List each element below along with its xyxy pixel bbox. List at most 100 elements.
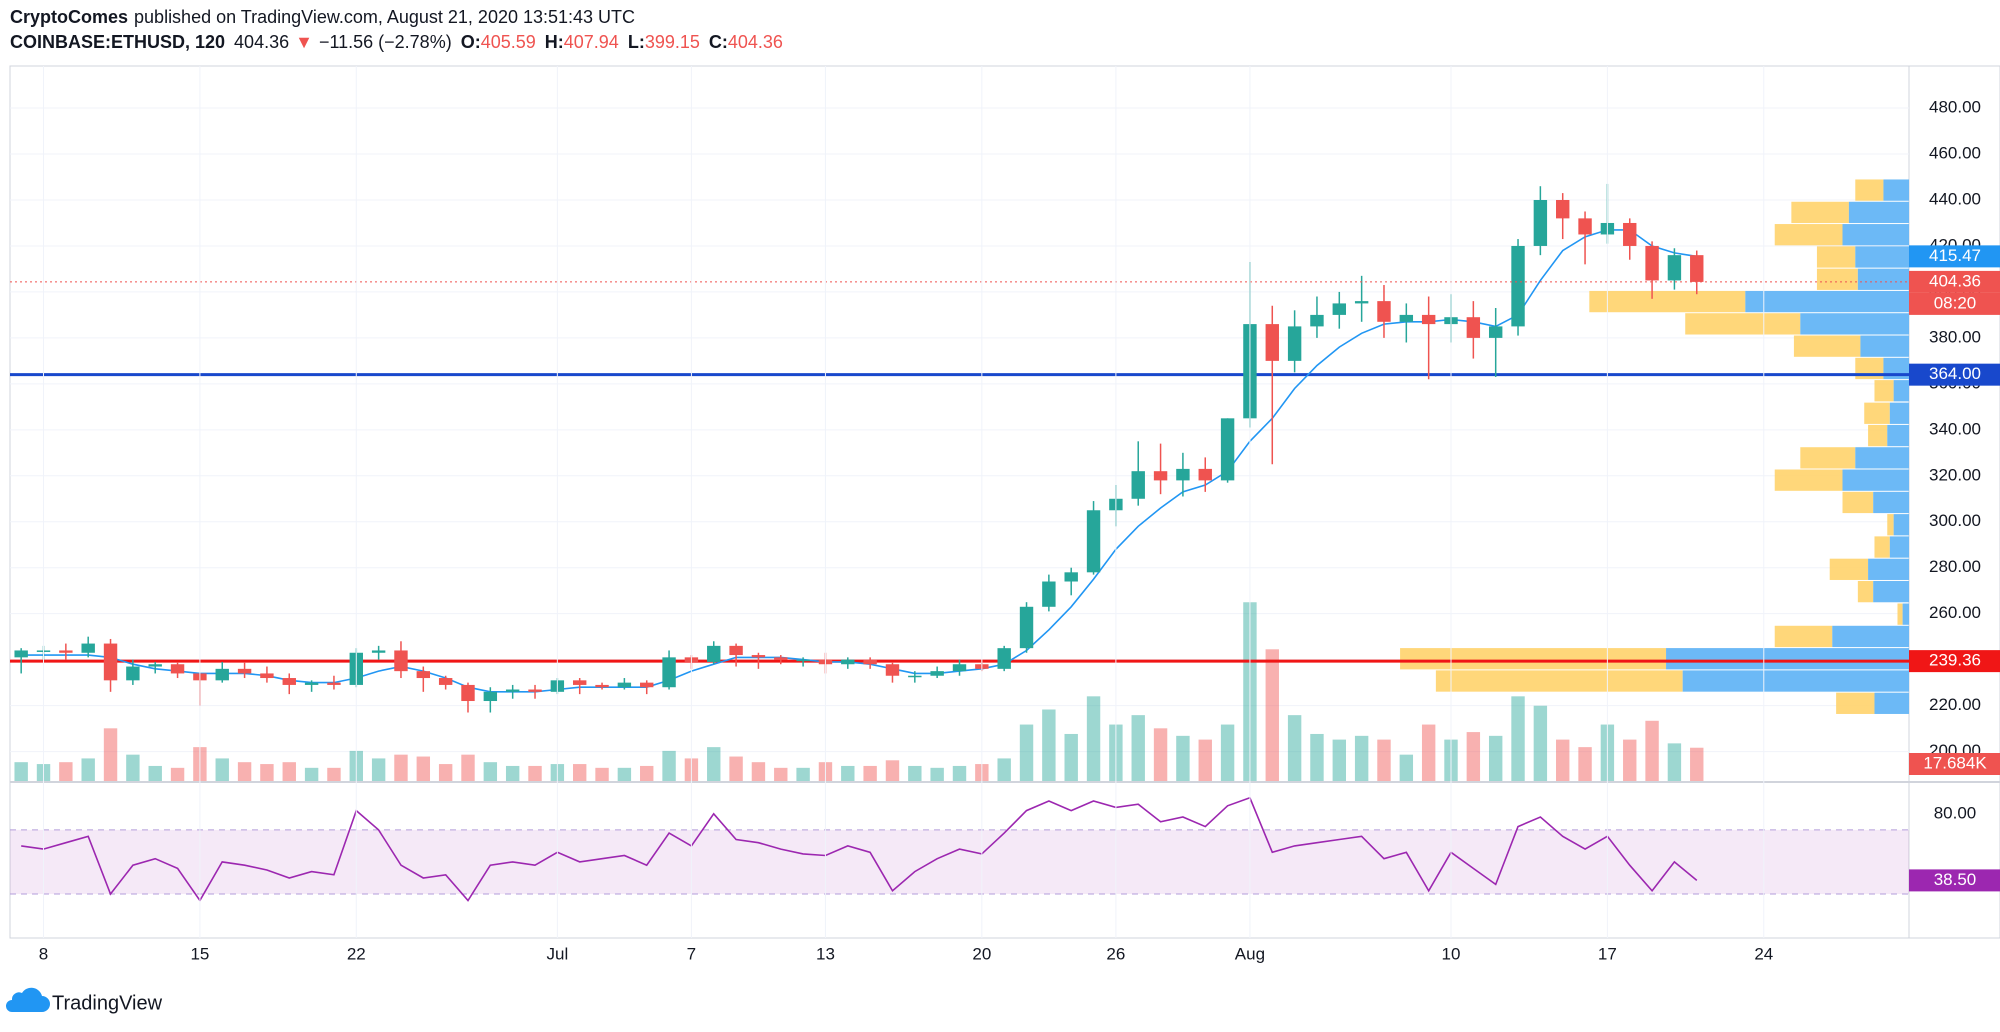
candle-body — [1690, 255, 1704, 282]
x-tick-label: 15 — [190, 944, 209, 963]
candle-body — [1131, 471, 1145, 499]
volume-bar — [81, 758, 95, 781]
profile-up — [1893, 514, 1909, 536]
volume-bar — [1533, 705, 1548, 781]
candle-body — [170, 664, 185, 674]
candle-body — [1623, 222, 1637, 246]
last-price: 404.36 — [234, 32, 289, 52]
ohlc-label: H: — [545, 32, 564, 52]
x-tick-label: 13 — [816, 944, 835, 963]
y-tick-label: 460.00 — [1929, 144, 1981, 163]
profile-up — [1855, 447, 1909, 469]
ma-label: 415.47 — [1909, 245, 2000, 268]
candle-body — [863, 659, 877, 665]
change: −11.56 (−2.78%) — [319, 32, 452, 52]
volume-bar — [394, 754, 408, 781]
candle-body — [81, 643, 95, 653]
profile-down — [1829, 558, 1869, 580]
last-price-label-text: 404.36 — [1929, 271, 1981, 290]
countdown-label-bg — [1909, 292, 2000, 315]
volume-bar — [885, 760, 900, 781]
candle-body — [483, 691, 498, 702]
candle-body — [1153, 471, 1168, 481]
hline-label-text: 239.36 — [1929, 651, 1981, 670]
volume-bar — [14, 762, 28, 781]
volume-bar — [1064, 733, 1078, 781]
ohlc-value: 404.36 — [728, 32, 783, 52]
y-tick-label: 340.00 — [1929, 419, 1981, 438]
x-tick-label: 8 — [39, 944, 48, 963]
volume-bar — [103, 728, 118, 781]
profile-down — [1816, 246, 1856, 268]
profile-down — [1874, 536, 1890, 558]
candle-body — [1354, 301, 1369, 304]
volume-bar — [1377, 739, 1391, 781]
volume-bar — [215, 758, 229, 781]
candle-body — [908, 675, 922, 678]
y-tick-label: 380.00 — [1929, 327, 1981, 346]
profile-up — [1855, 246, 1909, 268]
volume-bar — [930, 767, 944, 781]
y-tick-label: 440.00 — [1929, 189, 1981, 208]
candle-body — [1556, 199, 1570, 219]
profile-up — [1889, 536, 1909, 558]
rsi-band — [10, 829, 1909, 895]
profile-up — [1889, 402, 1909, 424]
candle-body — [461, 684, 475, 702]
candle-body — [394, 650, 408, 672]
candle-body — [148, 664, 162, 667]
y-tick-label: 260.00 — [1929, 603, 1981, 622]
profile-down — [1857, 580, 1874, 603]
volume-bar — [662, 750, 676, 781]
profile-up — [1666, 648, 1909, 670]
volume-bar — [1198, 739, 1212, 781]
profile-up — [1873, 491, 1909, 514]
candle-body — [1310, 314, 1324, 327]
profile-down — [1816, 268, 1858, 290]
candle-body — [327, 682, 341, 685]
volume-bar — [640, 765, 654, 781]
candle-body — [572, 680, 587, 685]
volume-bar — [908, 765, 922, 781]
profile-down — [1887, 514, 1894, 536]
volume-bar — [751, 762, 766, 781]
candle-body — [774, 657, 788, 660]
hline-label: 239.36 — [1909, 650, 2000, 673]
volume-bar — [327, 767, 341, 781]
profile-up — [1883, 179, 1909, 201]
rsi-line — [21, 796, 1698, 902]
logo — [6, 987, 50, 1012]
price-pane — [10, 107, 1909, 781]
volume-bar — [1287, 715, 1302, 781]
y-tick-label: 220.00 — [1929, 695, 1981, 714]
x-tick-label: 10 — [1442, 944, 1461, 963]
volume-bar — [1623, 739, 1637, 781]
volume-bar — [1421, 724, 1436, 781]
volume-bar — [1332, 739, 1347, 781]
candle-body — [260, 673, 274, 679]
volume-bar — [304, 767, 319, 781]
candle-body — [416, 671, 431, 679]
volume-bar — [505, 765, 520, 781]
profile-down — [1774, 469, 1843, 491]
y-tick-label: 300.00 — [1929, 511, 1981, 530]
publish-line: CryptoComes published on TradingView.com,… — [10, 7, 635, 27]
profile-up — [1902, 603, 1909, 625]
volume-bar — [260, 764, 274, 781]
candle-body — [1019, 606, 1034, 649]
volume-bar — [1153, 728, 1168, 781]
x-tick-label: 17 — [1598, 944, 1617, 963]
profile-down — [1685, 313, 1801, 335]
volume-bar — [1310, 733, 1324, 781]
volume-bar — [282, 762, 296, 781]
volume-bar — [1645, 720, 1659, 781]
candle-body — [1220, 418, 1235, 481]
x-tick-label: Jul — [546, 944, 568, 963]
profile-down — [1897, 603, 1903, 625]
candle-body — [1645, 245, 1659, 281]
ma-label-text: 415.47 — [1929, 246, 1981, 265]
candle-body — [1488, 326, 1503, 338]
candle-body — [505, 689, 520, 692]
candle-body — [1578, 218, 1592, 235]
volume-bar — [1667, 743, 1682, 781]
